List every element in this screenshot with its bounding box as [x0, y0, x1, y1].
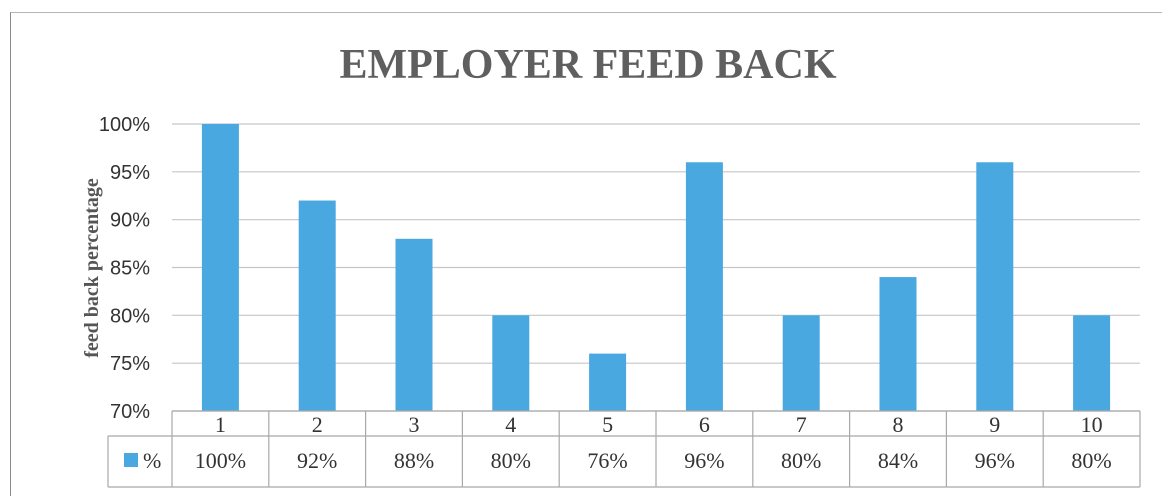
bar: [589, 353, 627, 411]
table-cell-value: 96%: [684, 448, 724, 473]
bar: [201, 124, 239, 411]
bar: [782, 315, 820, 411]
y-tick-label: 85%: [110, 258, 150, 280]
y-tick-label: 95%: [110, 162, 150, 184]
y-tick-labels: 70% 75% 80% 85% 90% 95% 100%: [99, 114, 150, 423]
legend-swatch: [124, 453, 138, 467]
legend-label: %: [143, 448, 161, 473]
category-label: 5: [602, 412, 613, 437]
bar: [298, 200, 336, 411]
chart-frame: [10, 12, 1162, 496]
y-tick-label: 75%: [110, 353, 150, 375]
table-cell-value: 92%: [297, 448, 337, 473]
category-label: 9: [989, 412, 1000, 437]
table-cell-value: 96%: [975, 448, 1015, 473]
y-tick-label: 100%: [99, 114, 150, 136]
y-tick-label: 90%: [110, 210, 150, 232]
y-tick-label: 80%: [110, 305, 150, 327]
bars: [201, 124, 1111, 411]
table-cell-value: 80%: [1071, 448, 1111, 473]
bar: [879, 277, 917, 411]
table-cell-value: 76%: [587, 448, 627, 473]
category-label: 10: [1081, 412, 1103, 437]
category-label: 4: [505, 412, 516, 437]
category-label: 6: [699, 412, 710, 437]
bar: [395, 238, 433, 411]
category-label: 8: [893, 412, 904, 437]
category-label: 1: [215, 412, 226, 437]
table-cell-value: 100%: [195, 448, 246, 473]
category-label: 2: [312, 412, 323, 437]
bar: [1073, 315, 1111, 411]
category-label: 3: [409, 412, 420, 437]
bar: [492, 315, 530, 411]
y-axis-label: feed back percentage: [81, 178, 103, 358]
bar: [976, 162, 1014, 411]
chart-title: EMPLOYER FEED BACK: [339, 42, 836, 88]
table-cell-value: 88%: [394, 448, 434, 473]
table-cell-value: 80%: [781, 448, 821, 473]
y-tick-label: 70%: [110, 401, 150, 423]
data-table: 1 2 3 4 5 6 7 8 9 10 100% 92% 88% 80% 76% 96% 80% 84% 96% 8…: [107, 410, 1141, 488]
bar: [685, 162, 723, 411]
table-cell-value: 80%: [491, 448, 531, 473]
category-label: 7: [796, 412, 807, 437]
table-cell-value: 84%: [878, 448, 918, 473]
